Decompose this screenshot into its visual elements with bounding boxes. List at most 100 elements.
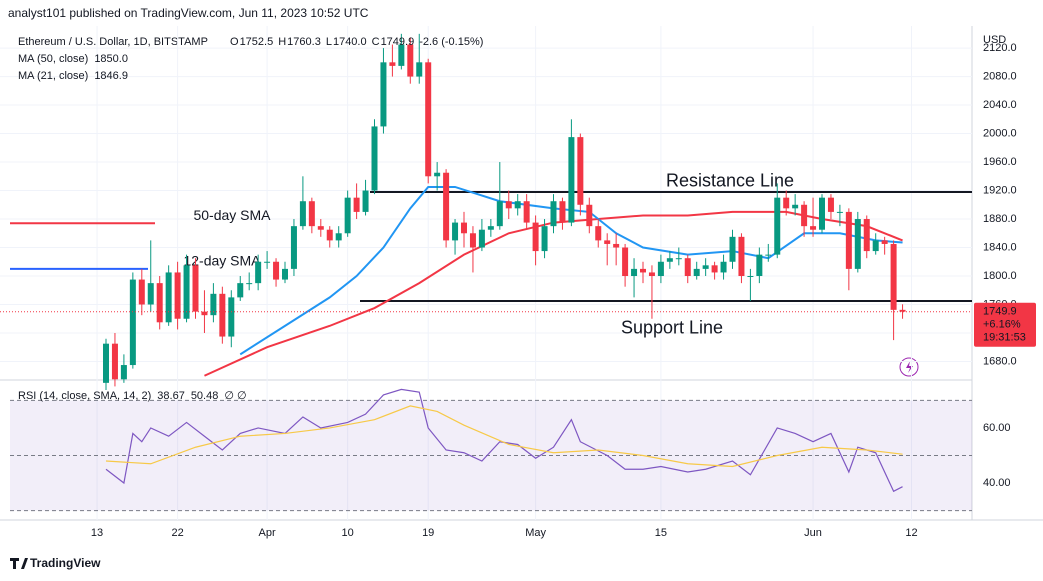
- x-tick-label: 10: [342, 527, 354, 539]
- candle-body: [872, 240, 879, 252]
- candle-body: [684, 258, 691, 277]
- legend-name: MA (21, close): [18, 70, 88, 82]
- candle-body: [398, 44, 405, 66]
- candle-body: [631, 268, 638, 277]
- candle-body: [836, 211, 843, 213]
- ohlc-value: 1740.0: [333, 36, 367, 48]
- flash-icon: [899, 357, 919, 377]
- candle-body: [801, 204, 808, 227]
- candle-body: [183, 265, 190, 319]
- candle-body: [156, 283, 163, 323]
- y-tick-label: 2080.0: [983, 70, 1017, 82]
- candle-body: [237, 283, 244, 298]
- candle-body: [523, 201, 530, 223]
- rsi-line: [105, 405, 903, 468]
- candle-body: [783, 197, 790, 209]
- candle-body: [720, 261, 727, 273]
- candle-body: [657, 261, 664, 277]
- candle-body: [380, 62, 387, 127]
- candle-body: [407, 44, 414, 77]
- candle-body: [890, 243, 897, 310]
- x-tick-label: 12: [905, 527, 917, 539]
- legend-value: 1850.0: [94, 53, 128, 65]
- candle-body: [111, 343, 118, 380]
- candle-body: [264, 261, 271, 263]
- candle-body: [577, 137, 584, 205]
- rsi-band: [10, 400, 972, 511]
- candle-body: [129, 279, 136, 366]
- candle-body: [532, 222, 539, 252]
- annotation-label: 50-day SMA: [193, 207, 271, 223]
- candle-body: [738, 236, 745, 277]
- candle-body: [290, 226, 297, 269]
- candle-body: [434, 172, 441, 177]
- candle-body: [273, 261, 280, 280]
- x-tick-label: May: [525, 527, 546, 539]
- y-tick-label: 1880.0: [983, 213, 1017, 225]
- price-tag-countdown: 19:31:53: [983, 332, 1026, 344]
- candle-body: [648, 272, 655, 277]
- price-tag-value: 1749.9: [983, 306, 1017, 318]
- candle-body: [461, 222, 467, 234]
- y-tick-label: 2120.0: [983, 42, 1017, 54]
- candle-body: [416, 62, 423, 77]
- legend-name: MA (50, close): [18, 53, 88, 65]
- x-tick-label: 15: [655, 527, 667, 539]
- price-tag-change: +6.16%: [983, 319, 1021, 331]
- candle-body: [541, 226, 548, 252]
- candle-body: [819, 197, 825, 230]
- candle-body: [845, 211, 852, 269]
- candle-body: [729, 236, 736, 262]
- candle-body: [810, 226, 817, 230]
- candle-body: [827, 197, 834, 212]
- candle-body: [559, 201, 566, 223]
- x-tick-label: 22: [171, 527, 183, 539]
- x-tick-label: Apr: [259, 527, 276, 539]
- y-tick-label: 60.00: [983, 422, 1011, 434]
- y-tick-label: 2040.0: [983, 99, 1017, 111]
- x-tick-label: 19: [422, 527, 434, 539]
- candle-body: [103, 343, 109, 383]
- candle-body: [147, 283, 154, 305]
- rsi-title: RSI (14, close, SMA, 14, 2): [18, 390, 151, 402]
- logo: [10, 558, 28, 569]
- candle-body: [595, 226, 602, 241]
- candle-body: [675, 258, 682, 260]
- candle-body: [792, 204, 799, 209]
- currency: USD: [983, 34, 1006, 46]
- candle-body: [192, 265, 199, 312]
- candle-body: [219, 293, 226, 337]
- y-tick-label: 1920.0: [983, 184, 1017, 196]
- y-tick-label: 1840.0: [983, 241, 1017, 253]
- candle-body: [854, 219, 861, 269]
- rsi-value: 38.67: [157, 390, 185, 402]
- candle-body: [174, 272, 181, 319]
- footer-brand: TradingView: [30, 556, 101, 570]
- candle-body: [326, 229, 333, 241]
- candle-body: [443, 172, 450, 241]
- candle-body: [863, 219, 870, 252]
- ohlc-value: 1749.9: [381, 36, 415, 48]
- rsi-extra: ∅ ∅: [224, 390, 246, 402]
- candle-body: [640, 268, 646, 273]
- ohlc-value: 1760.3: [287, 36, 321, 48]
- candle-body: [711, 265, 718, 273]
- candle-body: [487, 226, 494, 230]
- candle-body: [693, 268, 700, 277]
- candle-body: [550, 201, 557, 227]
- price-tag: [974, 302, 1036, 347]
- publisher: analyst101 published on TradingView.com,…: [8, 6, 369, 20]
- candle-body: [138, 279, 145, 305]
- candle-body: [604, 240, 611, 244]
- candle-body: [353, 197, 360, 212]
- candle-body: [344, 197, 351, 234]
- annotation-label: 12-day SMA: [183, 253, 261, 269]
- candle-body: [362, 190, 369, 212]
- candle-body: [613, 243, 620, 248]
- y-tick-label: 1960.0: [983, 156, 1017, 168]
- x-tick-label: 13: [91, 527, 103, 539]
- candle-body: [469, 233, 476, 248]
- candle-body: [246, 283, 253, 285]
- candle-body: [514, 201, 521, 209]
